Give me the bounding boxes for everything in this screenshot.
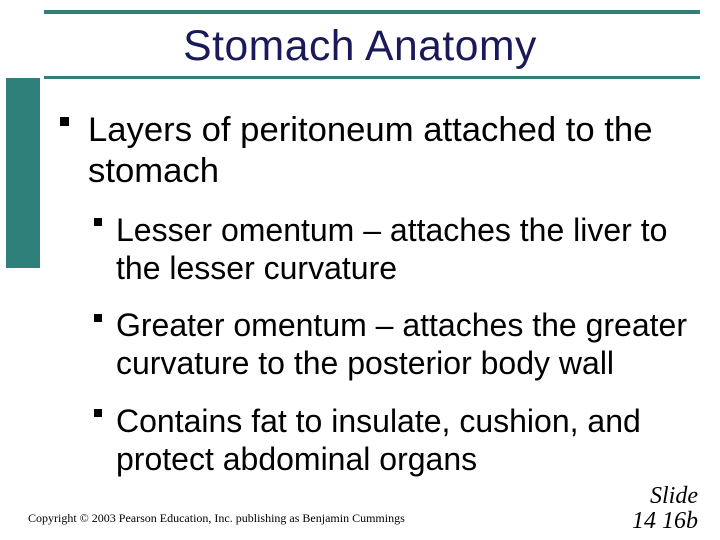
left-accent-bar: [6, 78, 40, 268]
bullet-level2: Lesser omentum – attaches the liver to t…: [94, 212, 690, 288]
bullet-level2: Contains fat to insulate, cushion, and p…: [94, 403, 690, 479]
slide-label: Slide: [632, 484, 698, 509]
bullet-text: Contains fat to insulate, cushion, and p…: [116, 403, 641, 477]
slide: Stomach Anatomy Layers of peritoneum att…: [0, 0, 720, 540]
bullet-text: Lesser omentum – attaches the liver to t…: [116, 212, 667, 286]
content-area: Layers of peritoneum attached to the sto…: [60, 110, 690, 492]
bullet-level2: Greater omentum – attaches the greater c…: [94, 307, 690, 383]
top-horizontal-rule: [44, 10, 700, 14]
slide-title: Stomach Anatomy: [0, 22, 720, 71]
slide-number: 14 16b: [632, 509, 698, 534]
title-container: Stomach Anatomy: [0, 22, 720, 71]
bullet-text: Layers of peritoneum attached to the sto…: [88, 111, 652, 190]
bullet-text: Greater omentum – attaches the greater c…: [116, 307, 687, 381]
bullet-level1: Layers of peritoneum attached to the sto…: [60, 110, 690, 192]
copyright-footer: Copyright © 2003 Pearson Education, Inc.…: [28, 511, 405, 526]
slide-number-footer: Slide 14 16b: [632, 484, 698, 534]
title-underline-rule: [44, 76, 700, 79]
